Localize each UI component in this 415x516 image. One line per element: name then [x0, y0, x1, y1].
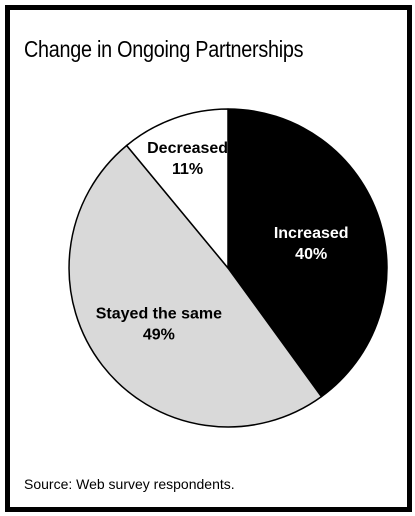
slice-value-decreased: 11%: [172, 161, 203, 178]
slice-label-stayed-the-same: Stayed the same: [96, 306, 222, 323]
slice-value-increased: 40%: [295, 246, 327, 263]
pie-slice-decreased: [125, 108, 229, 269]
pie-slice-stayed-the-same: [68, 144, 323, 428]
source-note: Source: Web survey respondents.: [24, 476, 235, 492]
chart-title: Change in Ongoing Partnerships: [24, 36, 304, 62]
slice-label-increased: Increased: [274, 225, 349, 242]
slice-label-decreased: Decreased: [147, 140, 228, 157]
pie-slice-increased: [227, 108, 388, 398]
slice-value-stayed-the-same: 49%: [143, 327, 175, 344]
